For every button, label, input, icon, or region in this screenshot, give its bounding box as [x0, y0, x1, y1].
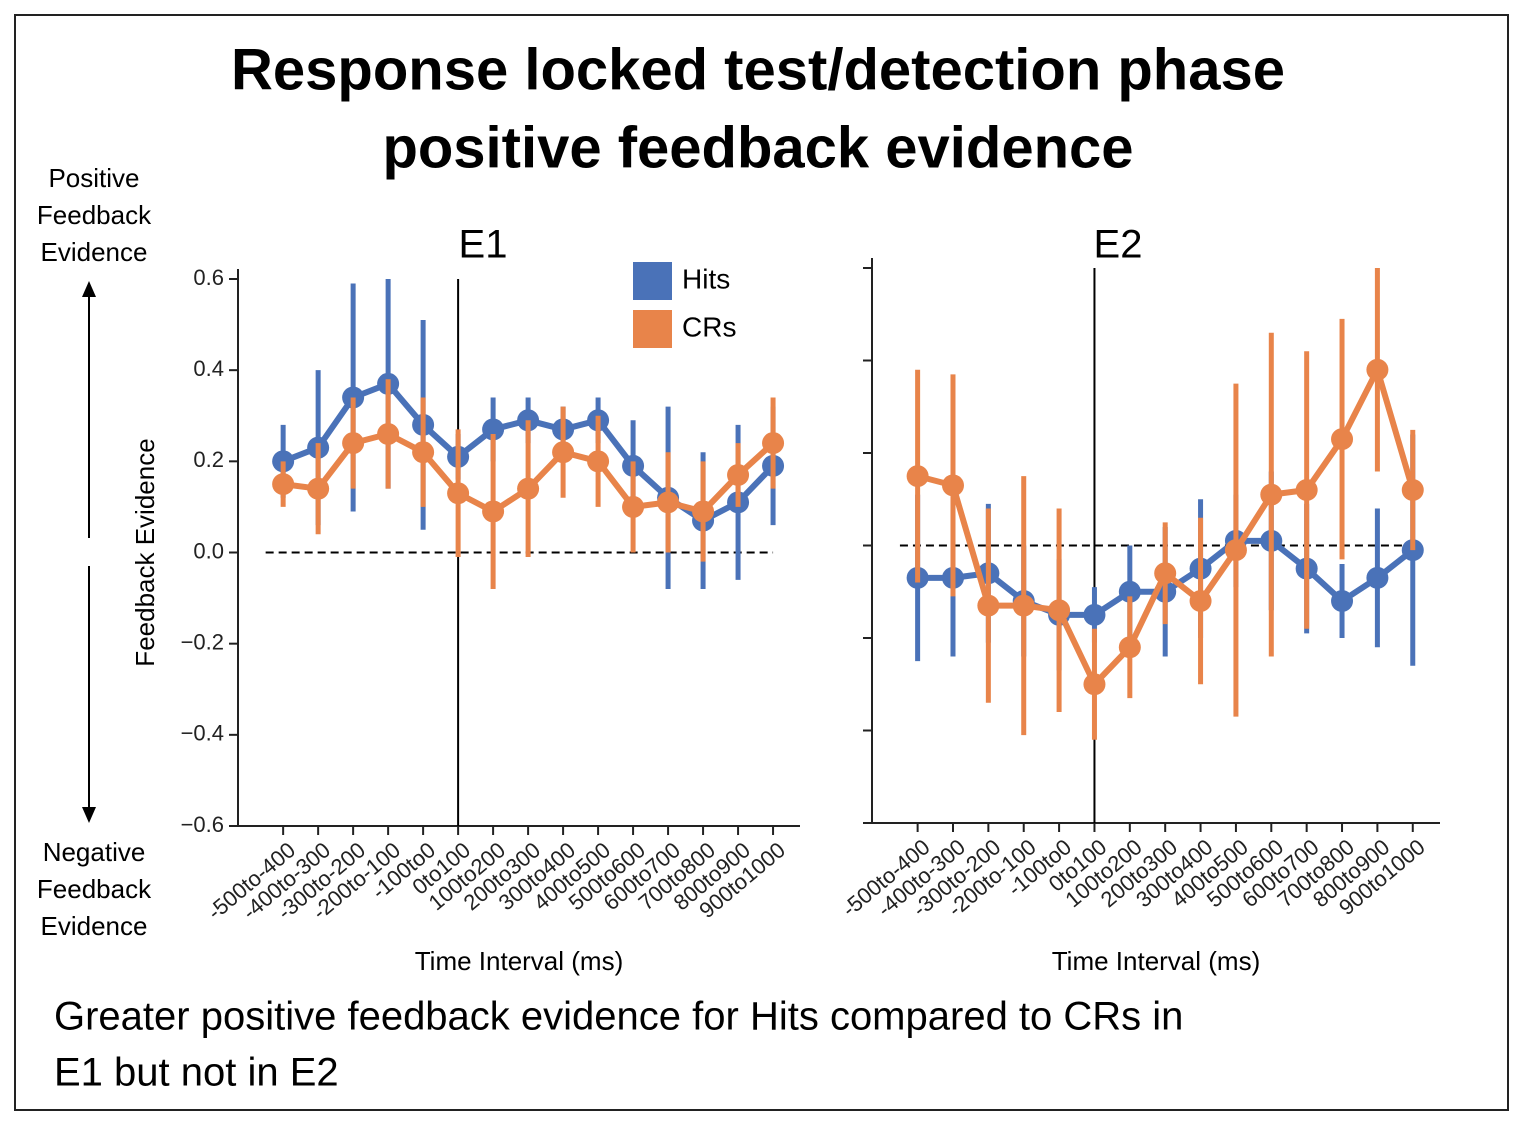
- caption: E1 but not in E2: [54, 1051, 339, 1095]
- y-tick-label: −0.6: [181, 812, 224, 837]
- point: [377, 422, 400, 445]
- slide-frame: [14, 14, 1509, 1111]
- point: [622, 495, 645, 518]
- point: [727, 464, 750, 487]
- point: [1048, 599, 1071, 622]
- y-tick-label: 0.6: [193, 265, 224, 290]
- point: [1012, 594, 1035, 617]
- point: [1331, 428, 1354, 451]
- legend-label: CRs: [682, 311, 736, 342]
- point: [1366, 566, 1389, 589]
- legend-swatch: [633, 310, 672, 348]
- point: [1083, 603, 1106, 626]
- annotation: Evidence: [41, 237, 148, 267]
- point: [587, 450, 610, 473]
- point: [906, 465, 929, 488]
- annotation: Evidence: [41, 911, 148, 941]
- point: [1154, 562, 1177, 585]
- arrow: [82, 281, 96, 823]
- point: [762, 432, 785, 455]
- slide-title: Response locked test/detection phase: [231, 37, 1285, 102]
- point: [482, 500, 505, 523]
- point: [1366, 358, 1389, 381]
- y-tick-label: −0.4: [181, 721, 224, 746]
- x-axis-label: Time Interval (ms): [415, 946, 624, 976]
- point: [342, 432, 365, 455]
- point: [1224, 539, 1247, 562]
- point: [307, 477, 330, 500]
- annotation: Negative: [43, 837, 146, 867]
- point: [657, 491, 680, 514]
- chart-title: E2: [1094, 223, 1143, 267]
- point: [272, 473, 295, 496]
- legend-label: Hits: [682, 263, 730, 294]
- point: [1295, 479, 1318, 501]
- point: [1118, 636, 1141, 659]
- legend-swatch: [633, 262, 672, 300]
- annotation: Feedback: [37, 200, 152, 230]
- y-tick-label: 0.4: [193, 356, 224, 381]
- point: [1118, 580, 1141, 603]
- point: [1401, 479, 1424, 501]
- point: [1260, 483, 1283, 506]
- x-axis-label: Time Interval (ms): [1052, 946, 1261, 976]
- point: [1083, 673, 1106, 696]
- point: [517, 477, 540, 500]
- y-axis-label: Feedback Evidence: [130, 438, 160, 666]
- point: [1331, 590, 1354, 612]
- y-tick-label: 0.0: [193, 538, 224, 563]
- y-tick-label: 0.2: [193, 447, 224, 472]
- point: [1189, 590, 1212, 612]
- caption: Greater positive feedback evidence for H…: [54, 995, 1183, 1039]
- slide-title: positive feedback evidence: [382, 115, 1133, 180]
- point: [692, 500, 715, 523]
- point: [941, 474, 964, 497]
- point: [447, 482, 470, 505]
- chart-title: E1: [459, 223, 508, 267]
- y-tick-label: −0.2: [181, 629, 224, 654]
- point: [552, 441, 575, 464]
- annotation: Positive: [48, 163, 139, 193]
- point: [482, 418, 505, 441]
- point: [977, 594, 1000, 617]
- annotation: Feedback: [37, 874, 152, 904]
- point: [412, 441, 435, 464]
